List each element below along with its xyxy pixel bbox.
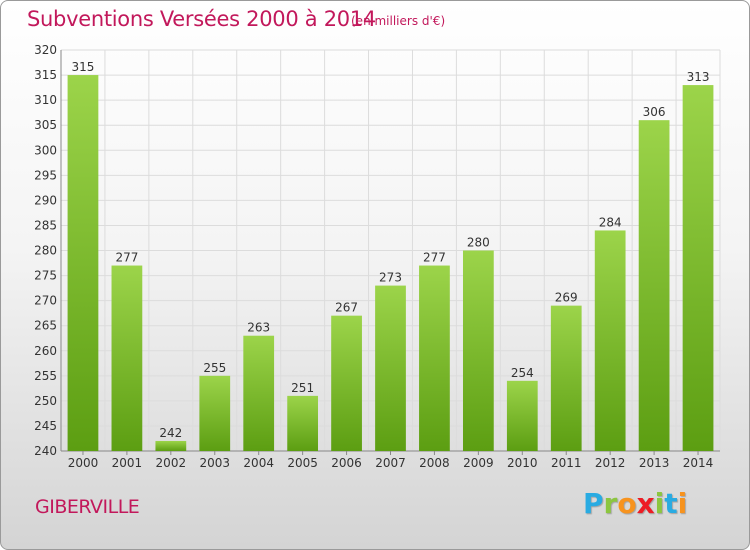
bar-2004 (243, 335, 275, 451)
bar-2007 (375, 285, 406, 451)
data-label: 255 (203, 361, 226, 375)
bar-2002 (155, 440, 187, 451)
bar-2001 (111, 265, 143, 451)
x-tick-label: 2002 (156, 456, 187, 470)
data-labels: 315 277 242 255 263 251 267 273 277 280 254 269 284 3… (72, 60, 710, 440)
bars (67, 75, 714, 452)
data-label: 254 (511, 366, 534, 380)
x-tick-labels: 2000 2001 2002 2003 2004 2005 2006 2007 2008 2009… (68, 456, 714, 470)
x-tick-label: 2003 (199, 456, 230, 470)
logo-letter: i (654, 487, 665, 520)
data-label: 284 (599, 215, 622, 229)
data-label: 280 (467, 236, 490, 250)
x-tick-label: 2013 (639, 456, 670, 470)
data-label: 315 (72, 60, 95, 74)
logo-letter: t (664, 487, 678, 520)
bar-2005 (287, 395, 319, 451)
logo-letter: P (583, 487, 604, 520)
y-tick-label: 265 (34, 319, 57, 333)
x-tick-label: 2008 (419, 456, 450, 470)
y-tick-label: 250 (34, 394, 57, 408)
x-tick-label: 2006 (331, 456, 362, 470)
data-label: 277 (423, 251, 446, 265)
data-label: 273 (379, 271, 402, 285)
x-tick-label: 2000 (68, 456, 99, 470)
logo-letter: o (617, 487, 637, 520)
y-tick-label: 255 (34, 369, 57, 383)
bar-2006 (331, 315, 362, 451)
x-tick-label: 2007 (375, 456, 406, 470)
y-tick-label: 295 (34, 168, 57, 182)
y-tick-label: 260 (34, 344, 57, 358)
bar-2011 (550, 305, 582, 451)
bar-2003 (199, 375, 231, 451)
chart-title: Subventions Versées 2000 à 2014 (27, 7, 376, 31)
bar-2013 (638, 120, 670, 452)
chart-unit: (en milliers d'€) (351, 14, 446, 28)
y-tick-label: 320 (34, 43, 57, 57)
bar-2014 (682, 85, 714, 452)
bar-2010 (506, 380, 538, 451)
y-tick-label: 310 (34, 93, 57, 107)
y-tick-label: 280 (34, 244, 57, 258)
data-label: 251 (291, 381, 314, 395)
data-label: 269 (555, 291, 578, 305)
proxiti-logo: Proxiti (583, 487, 687, 520)
data-label: 242 (159, 426, 182, 440)
x-tick-label: 2001 (112, 456, 143, 470)
bar-2012 (594, 230, 626, 451)
data-label: 263 (247, 321, 270, 335)
data-label: 267 (335, 301, 358, 315)
y-tick-label: 285 (34, 218, 57, 232)
x-tick-label: 2010 (507, 456, 538, 470)
logo-letter: x (636, 487, 655, 520)
data-label: 277 (115, 251, 138, 265)
x-tick-label: 2012 (595, 456, 626, 470)
logo-letter: r (603, 487, 618, 520)
bar-2009 (462, 250, 494, 451)
logo-letter: i (677, 487, 688, 520)
data-label: 313 (687, 70, 710, 84)
y-tick-label: 270 (34, 294, 57, 308)
data-label: 306 (643, 105, 666, 119)
x-tick-label: 2004 (243, 456, 274, 470)
x-tick-label: 2011 (551, 456, 582, 470)
x-tick-label: 2009 (463, 456, 494, 470)
bar-2000 (67, 75, 99, 451)
commune-name: GIBERVILLE (35, 496, 140, 518)
bar-2008 (419, 265, 450, 451)
y-tick-label: 245 (34, 419, 57, 433)
y-tick-label: 290 (34, 193, 57, 207)
x-tick-label: 2005 (287, 456, 318, 470)
y-tick-labels: 240 245 250 255 260 265 270 275 280 285 290 295 300 3… (34, 43, 57, 458)
y-tick-label: 300 (34, 143, 57, 157)
x-tick-label: 2014 (683, 456, 714, 470)
y-tick-label: 275 (34, 269, 57, 283)
y-tick-label: 305 (34, 118, 57, 132)
y-tick-label: 240 (34, 444, 57, 458)
y-tick-label: 315 (34, 68, 57, 82)
